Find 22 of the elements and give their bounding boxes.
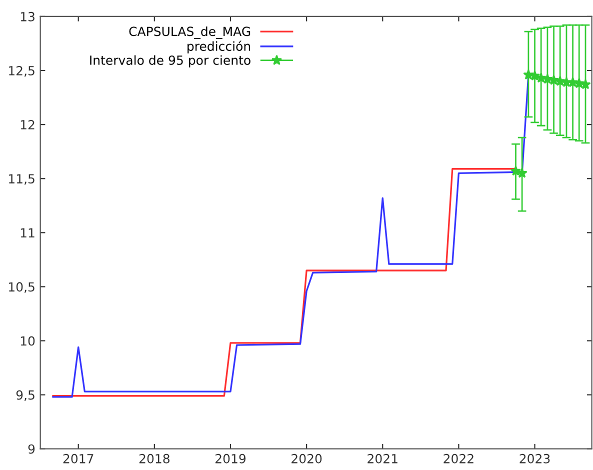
x-tick-label: 2018	[139, 454, 170, 464]
x-tick-label: 2017	[63, 454, 94, 464]
legend-label: predicción	[188, 40, 250, 54]
legend-label: Intervalo de 95 por ciento	[90, 55, 250, 68]
legend-label: CAPSULAS_de_MAG	[129, 26, 250, 39]
y-tick-label: 10	[20, 336, 35, 346]
y-tick-label: 12,5	[9, 66, 34, 77]
x-tick-label: 2019	[216, 454, 246, 464]
y-tick-label: 12	[20, 120, 34, 130]
x-tick-label: 2021	[368, 454, 398, 464]
point	[516, 168, 528, 178]
x-tick-label: 2022	[444, 454, 474, 464]
y-tick-label: 9	[28, 444, 35, 454]
y-tick-label: 11,5	[9, 174, 34, 185]
x-tick-label: 2020	[292, 454, 322, 464]
point	[567, 76, 578, 88]
y-tick-label: 9,5	[16, 390, 34, 401]
y-tick-label: 13	[20, 12, 34, 22]
y-tick-label: 11	[20, 228, 34, 238]
x-tick-label: 2023	[520, 454, 550, 464]
point	[580, 78, 591, 90]
y-tick-label: 10,5	[9, 282, 34, 293]
